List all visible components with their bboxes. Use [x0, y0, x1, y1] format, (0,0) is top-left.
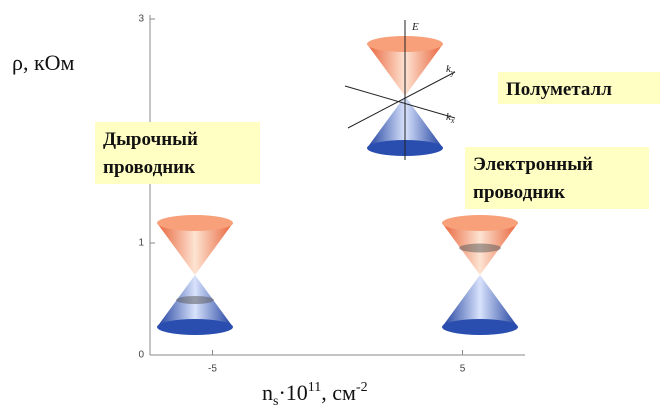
fermi-level: [176, 296, 214, 304]
x-axis-label-part: -2: [356, 380, 368, 395]
x-tick-label: -5: [208, 364, 217, 375]
x-axis-label-part: n: [262, 380, 273, 405]
body: ρ, кОм 0 1 3 -5 5 ns·1011, см-2 Полуметалл Дыро…: [0, 0, 672, 411]
inset-axis-label-part: y: [450, 68, 455, 77]
inset-axis-label-part: E: [411, 21, 419, 33]
chart: ρ, кОм 0 1 3 -5 5 ns·1011, см-2 Полуметалл Дыро…: [0, 0, 672, 411]
cone-electron: [442, 215, 518, 335]
inset-axis-label-part: x: [450, 116, 455, 125]
inset-axis-label: kx: [446, 111, 455, 125]
fermi-level: [459, 244, 501, 253]
y-tick-label: 0: [138, 350, 144, 361]
x-axis-label: ns·1011, см-2: [262, 380, 368, 409]
y-tick-label: 1: [138, 238, 144, 249]
y-tick-label: 3: [138, 14, 144, 25]
annotation: проводник: [103, 157, 195, 178]
annotation: Полуметалл: [506, 79, 612, 100]
y-axis-label: ρ, кОм: [12, 50, 75, 75]
x-axis-label-part: , см: [321, 380, 356, 405]
annotation: проводник: [473, 182, 565, 203]
annotation: Электронный: [473, 154, 593, 175]
page: {"chart_data": {"type": "line", "y_label…: [0, 0, 672, 411]
inset-axis-label: ky: [446, 63, 455, 77]
inset-axis-label: E: [411, 21, 419, 33]
x-axis-label-part: 11: [308, 380, 321, 395]
annotation: Дырочный: [103, 129, 198, 150]
x-tick-label: 5: [460, 364, 466, 375]
cone-hole: [157, 215, 233, 335]
x-axis-label-part: ·10: [278, 380, 307, 405]
